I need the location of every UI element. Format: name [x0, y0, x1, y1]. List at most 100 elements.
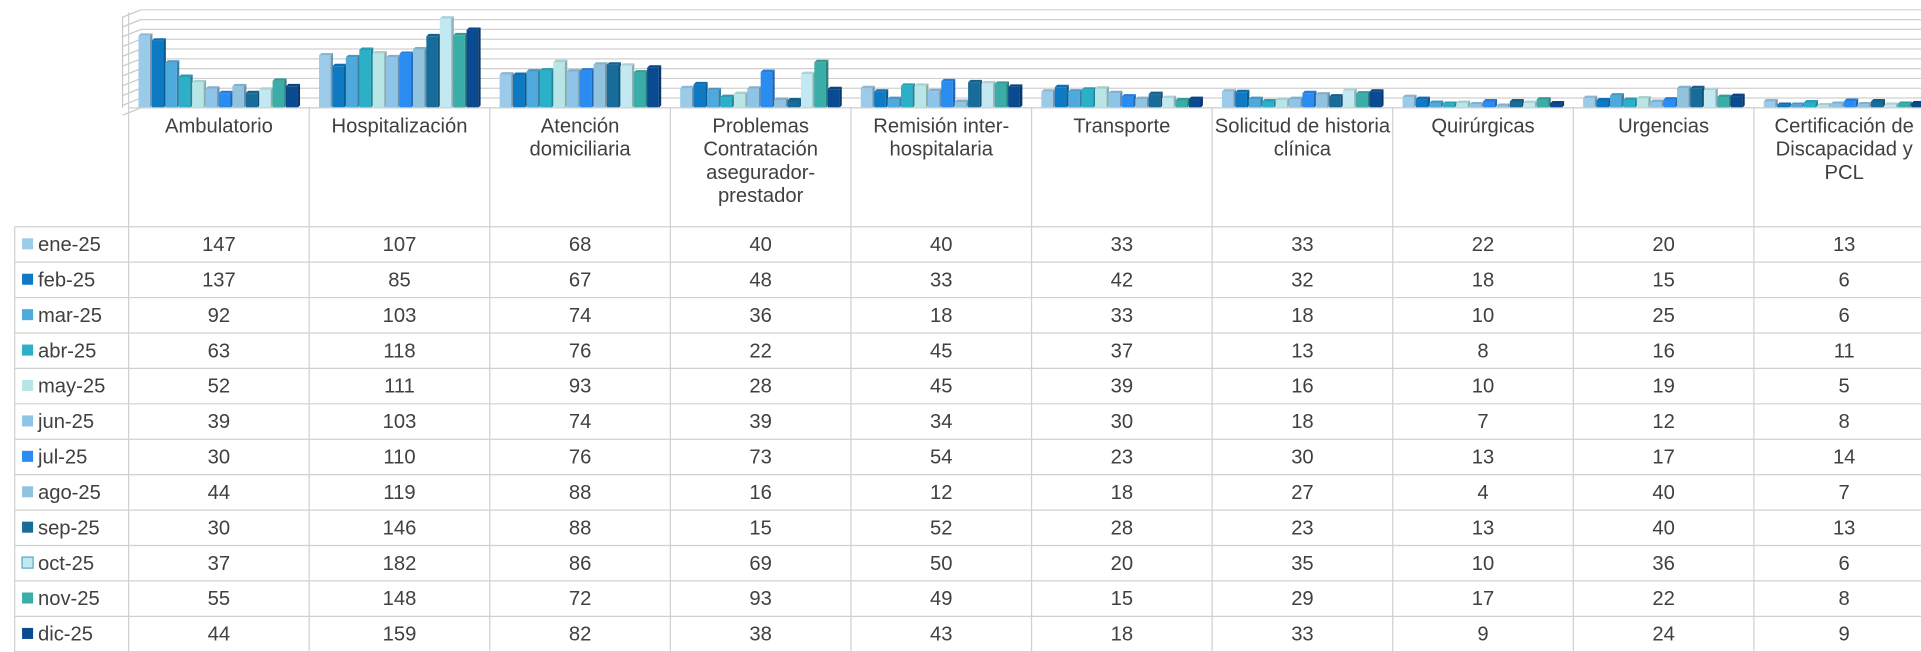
bar-top — [1135, 96, 1150, 100]
bar-front — [1690, 88, 1703, 108]
bar-top — [1068, 89, 1083, 92]
bar-front — [580, 70, 592, 108]
bar-top — [606, 62, 621, 65]
bar — [1844, 98, 1859, 108]
value-label: 74 — [569, 305, 591, 327]
bar-front — [1188, 99, 1201, 108]
bar — [192, 79, 207, 108]
bar-front — [1175, 100, 1188, 108]
bar-top — [1442, 101, 1457, 104]
bar — [1402, 94, 1417, 108]
bar — [874, 89, 889, 108]
value-label: 93 — [569, 376, 591, 398]
value-label: 8 — [1477, 340, 1488, 362]
bar-front — [1469, 104, 1482, 108]
value-label: 25 — [1652, 305, 1674, 327]
value-label: 12 — [1652, 411, 1674, 433]
bar-top — [1188, 96, 1203, 100]
bar — [1342, 88, 1357, 108]
bar-front — [941, 81, 953, 108]
category-cell: Urgencias — [1618, 115, 1709, 137]
bar-top — [412, 47, 427, 50]
bar-top — [981, 80, 996, 84]
bar-top — [1911, 100, 1921, 104]
category-cell: Solicitud de historia clínica — [1215, 115, 1390, 160]
bar — [693, 81, 708, 108]
value-label: 18 — [1291, 305, 1313, 327]
bar-front — [760, 72, 773, 108]
value-label: 147 — [202, 234, 236, 256]
bar-top — [1248, 96, 1263, 100]
bar-side — [1200, 96, 1203, 108]
bar — [1175, 98, 1190, 108]
bar-top — [1536, 97, 1551, 100]
bar-top — [941, 78, 956, 82]
value-label: 103 — [383, 305, 417, 327]
bar-front — [1148, 94, 1161, 108]
value-label: 30 — [208, 517, 230, 539]
bar-front — [1054, 87, 1067, 108]
bar — [1871, 99, 1886, 108]
legend-swatch — [22, 238, 34, 250]
bar — [218, 90, 233, 108]
bar — [1550, 100, 1565, 108]
bar — [319, 52, 334, 108]
bar-front — [1429, 102, 1441, 108]
bar-front — [606, 64, 619, 108]
value-label: 38 — [749, 624, 771, 646]
legend-swatch — [22, 627, 34, 639]
bar-front — [620, 65, 632, 108]
value-label: 28 — [749, 376, 771, 398]
value-label: 33 — [1291, 234, 1313, 256]
bar-top — [680, 85, 695, 89]
bar-top — [1663, 97, 1678, 100]
value-label: 33 — [1111, 234, 1133, 256]
bar-top — [1830, 101, 1845, 104]
bar-front — [1717, 97, 1729, 108]
bar-front — [800, 74, 813, 108]
legend-label: may-25 — [38, 376, 105, 398]
value-label: 23 — [1291, 517, 1313, 539]
bar — [372, 50, 387, 108]
bar-side — [1561, 100, 1565, 108]
bar-front — [1884, 104, 1897, 108]
bar-front — [901, 85, 913, 108]
bar-front — [1095, 88, 1107, 108]
bar — [399, 51, 414, 108]
value-label: 76 — [569, 340, 591, 362]
bar — [1636, 96, 1651, 108]
bar — [747, 86, 762, 108]
value-label: 48 — [749, 269, 771, 291]
value-label: 137 — [202, 269, 236, 291]
legend-swatch — [22, 486, 34, 498]
bar-front — [232, 86, 244, 108]
bar-front — [151, 40, 164, 108]
bar — [981, 80, 996, 108]
bar-top — [1483, 99, 1498, 102]
bar-front — [1329, 96, 1341, 108]
bar-front — [1523, 102, 1535, 108]
bar-top — [1175, 98, 1190, 101]
legend-label: dic-25 — [38, 624, 93, 646]
value-label: 30 — [1111, 411, 1133, 433]
value-label: 18 — [930, 305, 952, 327]
bar-front — [1008, 86, 1020, 108]
bar — [412, 47, 427, 108]
legend-label: sep-25 — [38, 517, 100, 539]
bar-front — [1803, 102, 1816, 108]
legend-swatch — [22, 592, 34, 604]
value-label: 182 — [383, 553, 417, 575]
bar-front — [218, 93, 231, 108]
bar-front — [426, 36, 438, 108]
bar — [1623, 97, 1638, 108]
value-label: 63 — [208, 340, 230, 362]
bar-top — [901, 83, 916, 86]
value-label: 88 — [569, 482, 591, 504]
value-label: 18 — [1291, 411, 1313, 433]
bar-front — [192, 82, 204, 108]
bar-top — [1871, 99, 1886, 102]
bar-front — [827, 89, 840, 108]
bar-top — [1623, 97, 1638, 101]
bar — [1897, 101, 1912, 108]
